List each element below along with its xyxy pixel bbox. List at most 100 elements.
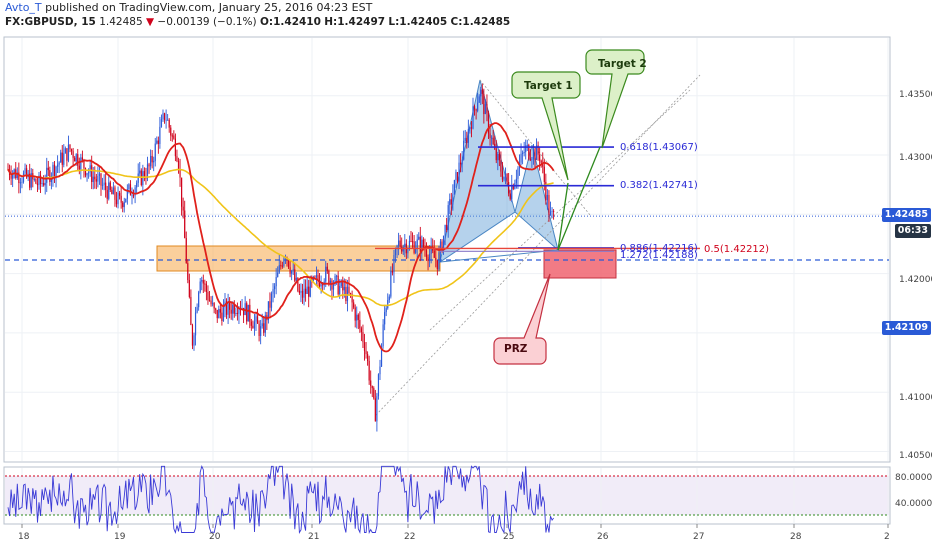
candle-body bbox=[433, 250, 435, 258]
candle-body bbox=[119, 192, 121, 196]
candle-body bbox=[156, 140, 158, 144]
rsi-line bbox=[7, 464, 554, 535]
candle-body bbox=[438, 252, 440, 270]
candle-body bbox=[232, 304, 234, 314]
candle-body bbox=[484, 104, 486, 115]
candle-body bbox=[340, 281, 342, 287]
candle-body bbox=[398, 240, 400, 246]
candle-body bbox=[535, 145, 538, 161]
candle-body bbox=[453, 180, 455, 195]
candle-body bbox=[384, 312, 386, 325]
candle-body bbox=[72, 151, 74, 158]
candle-body bbox=[470, 127, 473, 129]
candle-body bbox=[458, 162, 460, 182]
fib-382-label: 0.382(1.42741) bbox=[620, 180, 698, 191]
candle-body bbox=[418, 236, 420, 240]
candle-body bbox=[325, 266, 327, 282]
candle-body bbox=[263, 323, 265, 333]
candle-body bbox=[315, 275, 318, 278]
candle-body bbox=[55, 166, 57, 177]
candle-body bbox=[196, 307, 198, 313]
candle-body bbox=[70, 149, 73, 152]
candle-body bbox=[250, 321, 252, 326]
candle-body bbox=[67, 144, 70, 161]
candle-body bbox=[461, 159, 463, 165]
candle-body bbox=[342, 281, 344, 291]
candle-body bbox=[553, 210, 555, 213]
candle-body bbox=[83, 159, 85, 169]
candle-body bbox=[402, 246, 404, 252]
candle-body bbox=[531, 159, 533, 161]
time-tick: 26 bbox=[597, 532, 609, 542]
fib-labels: 0.618(1.43067) 0.382(1.42741) 0.886(1.42… bbox=[620, 142, 698, 261]
candle-body bbox=[255, 316, 257, 322]
candle-body bbox=[218, 309, 220, 319]
candle-body bbox=[233, 304, 235, 314]
candle-body bbox=[21, 181, 23, 183]
candle-body bbox=[171, 135, 173, 137]
candle-body bbox=[542, 162, 544, 167]
fib-levels bbox=[375, 146, 700, 252]
candle-body bbox=[525, 145, 527, 153]
candle-body bbox=[81, 157, 83, 160]
candle-body bbox=[377, 374, 380, 397]
candle-body bbox=[264, 315, 266, 333]
candle-body bbox=[44, 182, 46, 186]
candle-body bbox=[128, 184, 130, 190]
candle-body bbox=[388, 296, 390, 300]
candle-body bbox=[497, 153, 499, 161]
rsi-series bbox=[5, 464, 889, 535]
time-tick: 21 bbox=[308, 532, 319, 542]
candle-body bbox=[117, 192, 119, 205]
candle-body bbox=[506, 173, 508, 183]
candle-body bbox=[269, 301, 271, 308]
candle-body bbox=[467, 129, 469, 143]
author-link[interactable]: Avto_T bbox=[5, 1, 42, 14]
candle-body bbox=[236, 312, 238, 314]
candle-body bbox=[404, 243, 406, 247]
candle-body bbox=[491, 137, 493, 139]
candle-body bbox=[162, 113, 164, 120]
candle-body bbox=[281, 265, 283, 267]
candle-body bbox=[385, 308, 387, 313]
candle-body bbox=[19, 182, 21, 184]
candle-body bbox=[422, 239, 424, 249]
candle-body bbox=[528, 144, 530, 159]
harmonic-xab bbox=[439, 79, 516, 264]
candle-body bbox=[212, 303, 214, 305]
candle-body bbox=[202, 280, 204, 284]
change-arrow: ▼ bbox=[145, 16, 155, 28]
candle-body bbox=[287, 259, 290, 268]
candle-body bbox=[363, 342, 366, 351]
candle-body bbox=[427, 257, 429, 262]
candle-body bbox=[185, 238, 187, 264]
last-price: 1.42485 bbox=[99, 16, 143, 28]
candle-body bbox=[137, 173, 139, 183]
candle-body bbox=[168, 119, 170, 128]
candle-body bbox=[125, 198, 127, 203]
fib-05-label: 0.5(1.42212) bbox=[704, 244, 769, 255]
candle-body bbox=[391, 271, 393, 273]
candle-body bbox=[92, 176, 94, 183]
candle-body bbox=[227, 301, 229, 315]
candle-body bbox=[176, 156, 178, 162]
candle-body bbox=[12, 173, 14, 179]
candle-body bbox=[179, 169, 181, 178]
candle-body bbox=[94, 176, 96, 180]
candle-body bbox=[235, 312, 237, 314]
candle-body bbox=[495, 148, 497, 161]
candle-body bbox=[289, 267, 291, 274]
grid bbox=[5, 38, 889, 528]
candle-body bbox=[329, 280, 331, 285]
candle-body bbox=[208, 300, 211, 302]
candle-body bbox=[205, 283, 207, 292]
candle-body bbox=[267, 301, 269, 321]
candle-body bbox=[408, 240, 411, 249]
candle-body bbox=[368, 360, 370, 381]
candle-body bbox=[328, 270, 330, 285]
candle-body bbox=[349, 293, 352, 295]
candle-body bbox=[332, 284, 335, 290]
candle-body bbox=[348, 286, 350, 294]
candle-body bbox=[143, 171, 145, 178]
candle-body bbox=[359, 319, 361, 329]
